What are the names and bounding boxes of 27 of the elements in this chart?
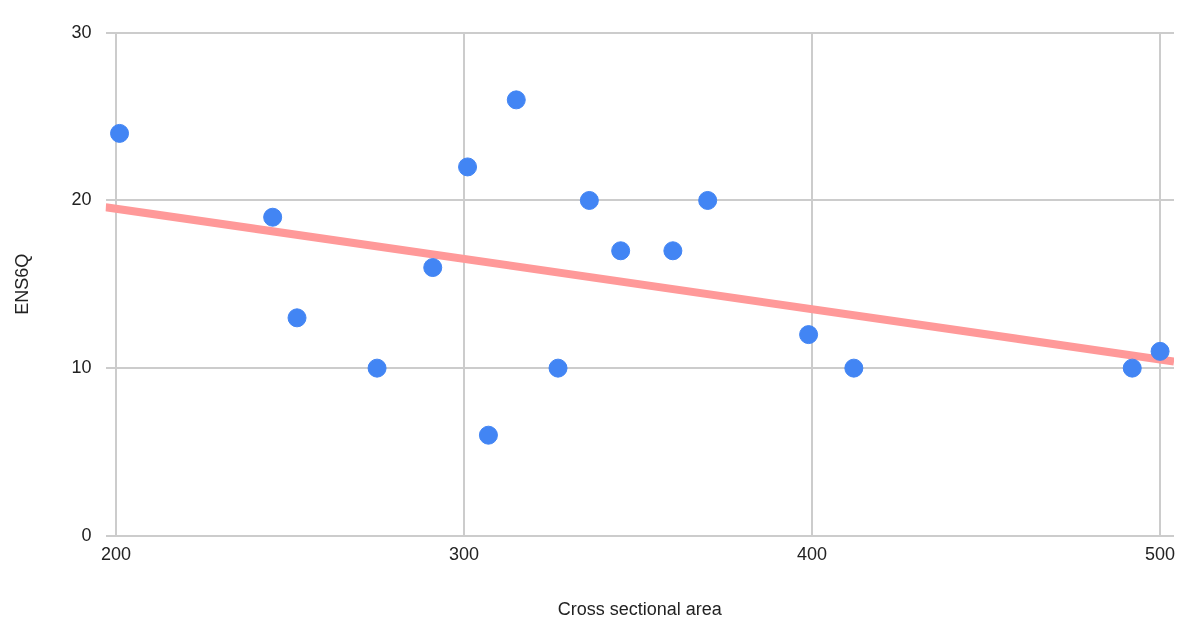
point — [663, 241, 683, 261]
y-tick-label: 0 — [81, 524, 92, 545]
point — [698, 190, 718, 210]
point — [506, 90, 526, 110]
point — [110, 123, 130, 143]
point — [287, 308, 307, 328]
point — [1122, 358, 1142, 378]
x-tick-label: 300 — [449, 543, 480, 564]
y-tick-label: 20 — [71, 189, 92, 210]
point — [263, 207, 283, 227]
x-tick-label: 200 — [101, 543, 132, 564]
point — [611, 241, 631, 261]
y-tick-label: 10 — [71, 357, 92, 378]
y-tick-label: 30 — [71, 21, 92, 42]
point — [458, 157, 478, 177]
point — [799, 325, 819, 345]
point — [423, 258, 443, 278]
x-axis-title: Cross sectional area — [557, 599, 723, 620]
point — [478, 425, 498, 445]
x-tick-label: 400 — [797, 543, 828, 564]
point — [367, 358, 387, 378]
point — [548, 358, 568, 378]
point — [1150, 341, 1170, 361]
point — [579, 190, 599, 210]
y-axis-title: ENS6Q — [11, 253, 32, 315]
point — [844, 358, 864, 378]
x-tick-label: 500 — [1145, 543, 1176, 564]
